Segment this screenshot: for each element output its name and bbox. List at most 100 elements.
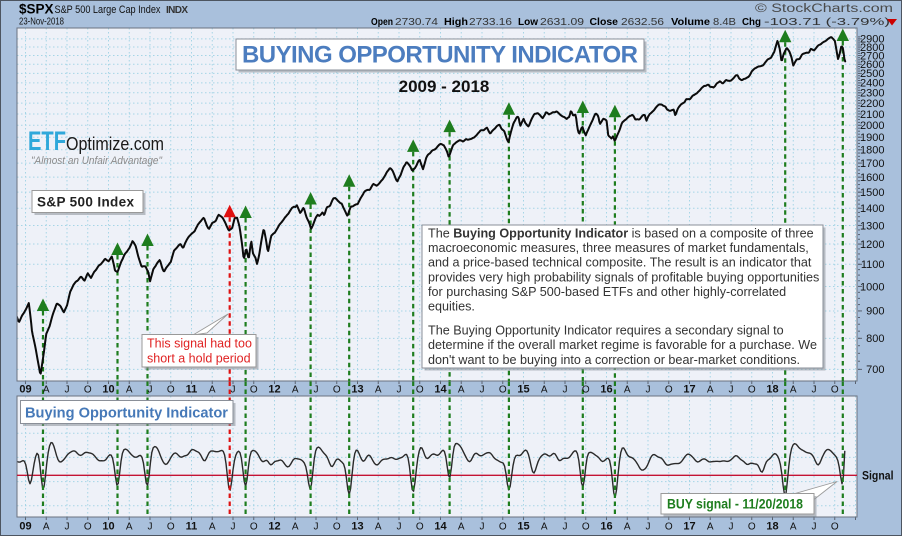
svg-text:O: O <box>333 522 341 533</box>
svg-text:A: A <box>43 385 50 396</box>
svg-text:1200: 1200 <box>860 239 884 251</box>
svg-text:A: A <box>292 385 299 396</box>
svg-text:17: 17 <box>683 384 695 396</box>
svg-text:2200: 2200 <box>860 98 884 110</box>
svg-text:High: High <box>444 16 468 28</box>
svg-text:O: O <box>416 385 424 396</box>
svg-text:J: J <box>646 522 651 533</box>
svg-text:and a price-based technical co: and a price-based technical composite. T… <box>428 256 812 270</box>
svg-text:O: O <box>582 522 590 533</box>
svg-text:S&P 500 Large Cap Index: S&P 500 Large Cap Index <box>55 4 161 16</box>
svg-text:14: 14 <box>434 521 447 533</box>
svg-text:S&P 500 Index: S&P 500 Index <box>37 195 134 210</box>
svg-text:09: 09 <box>19 521 31 533</box>
svg-text:-103.71 (-3.79%): -103.71 (-3.79%) <box>764 16 890 28</box>
svg-text:J: J <box>231 385 236 396</box>
svg-text:This signal had too: This signal had too <box>147 337 252 351</box>
svg-text:J: J <box>65 522 70 533</box>
svg-text:18: 18 <box>766 384 778 396</box>
svg-text:O: O <box>748 522 756 533</box>
svg-text:1000: 1000 <box>860 281 884 293</box>
svg-text:A: A <box>790 522 797 533</box>
svg-text:O: O <box>250 522 258 533</box>
svg-text:23-Nov-2018: 23-Nov-2018 <box>19 17 64 28</box>
svg-text:BUYING OPPORTUNITY INDICATOR: BUYING OPPORTUNITY INDICATOR <box>242 42 638 69</box>
svg-text:15: 15 <box>517 384 529 396</box>
svg-text:2733.16: 2733.16 <box>469 16 512 28</box>
svg-text:1700: 1700 <box>860 158 884 170</box>
svg-text:J: J <box>480 522 485 533</box>
svg-text:2400: 2400 <box>860 78 884 90</box>
svg-text:O: O <box>499 522 507 533</box>
svg-text:J: J <box>314 385 319 396</box>
svg-text:O: O <box>831 522 839 533</box>
svg-text:2100: 2100 <box>860 109 884 121</box>
svg-text:O: O <box>582 385 590 396</box>
svg-text:J: J <box>314 522 319 533</box>
svg-text:Signal: Signal <box>862 471 894 483</box>
svg-text:INDX: INDX <box>166 5 188 16</box>
svg-text:O: O <box>748 385 756 396</box>
svg-text:1800: 1800 <box>860 145 884 157</box>
svg-text:J: J <box>65 385 70 396</box>
svg-text:10: 10 <box>102 521 114 533</box>
svg-text:A: A <box>292 522 299 533</box>
svg-text:11: 11 <box>186 384 198 396</box>
svg-text:O: O <box>250 385 258 396</box>
svg-text:A: A <box>126 385 133 396</box>
svg-text:for purchasing S&P 500-based E: for purchasing S&P 500-based ETFs and ot… <box>428 285 786 299</box>
svg-text:10: 10 <box>102 384 114 396</box>
svg-text:© StockCharts.com: © StockCharts.com <box>755 3 893 15</box>
svg-text:13: 13 <box>351 521 363 533</box>
svg-text:O: O <box>84 385 92 396</box>
svg-text:A: A <box>707 522 714 533</box>
svg-text:2730.74: 2730.74 <box>395 16 438 28</box>
svg-text:A: A <box>209 385 216 396</box>
svg-text:12: 12 <box>268 384 280 396</box>
svg-text:A: A <box>458 522 465 533</box>
svg-text:O: O <box>167 385 175 396</box>
svg-text:1300: 1300 <box>860 220 884 232</box>
svg-text:J: J <box>563 385 568 396</box>
svg-text:15: 15 <box>517 521 529 533</box>
svg-text:J: J <box>563 522 568 533</box>
svg-text:A: A <box>209 522 216 533</box>
svg-text:O: O <box>333 385 341 396</box>
svg-text:13: 13 <box>351 384 363 396</box>
svg-text:equities.: equities. <box>428 300 475 314</box>
svg-text:A: A <box>624 522 631 533</box>
svg-text:2700: 2700 <box>860 50 884 62</box>
svg-text:J: J <box>812 385 817 396</box>
svg-text:A: A <box>43 522 50 533</box>
svg-text:don't want to be buying into a: don't want to be buying into a correctio… <box>428 353 800 367</box>
svg-text:2009 - 2018: 2009 - 2018 <box>399 77 490 96</box>
svg-text:short a hold period: short a hold period <box>147 352 251 366</box>
svg-text:J: J <box>729 385 734 396</box>
svg-text:900: 900 <box>866 306 884 318</box>
svg-text:J: J <box>646 385 651 396</box>
svg-text:A: A <box>541 385 548 396</box>
svg-text:ETF: ETF <box>28 126 66 156</box>
svg-text:2900: 2900 <box>860 34 884 46</box>
svg-text:16: 16 <box>600 384 612 396</box>
svg-text:700: 700 <box>866 364 884 376</box>
svg-text:Open: Open <box>371 16 393 28</box>
svg-text:2600: 2600 <box>860 59 884 71</box>
svg-text:12: 12 <box>268 521 280 533</box>
svg-text:O: O <box>167 522 175 533</box>
svg-text:J: J <box>148 385 153 396</box>
svg-text:2300: 2300 <box>860 88 884 100</box>
svg-text:BUY signal - 11/20/2018: BUY signal - 11/20/2018 <box>667 497 803 512</box>
svg-text:A: A <box>541 522 548 533</box>
svg-text:$SPX: $SPX <box>19 2 54 17</box>
svg-text:macroeconomic measures, three: macroeconomic measures, three measures o… <box>428 241 809 255</box>
svg-text:A: A <box>375 522 382 533</box>
svg-text:O: O <box>84 522 92 533</box>
svg-text:J: J <box>231 522 236 533</box>
svg-text:J: J <box>397 522 402 533</box>
svg-text:2631.09: 2631.09 <box>540 16 584 28</box>
svg-text:8.4B: 8.4B <box>713 16 736 28</box>
svg-text:J: J <box>480 385 485 396</box>
svg-text:2000: 2000 <box>860 120 884 132</box>
svg-text:J: J <box>729 522 734 533</box>
